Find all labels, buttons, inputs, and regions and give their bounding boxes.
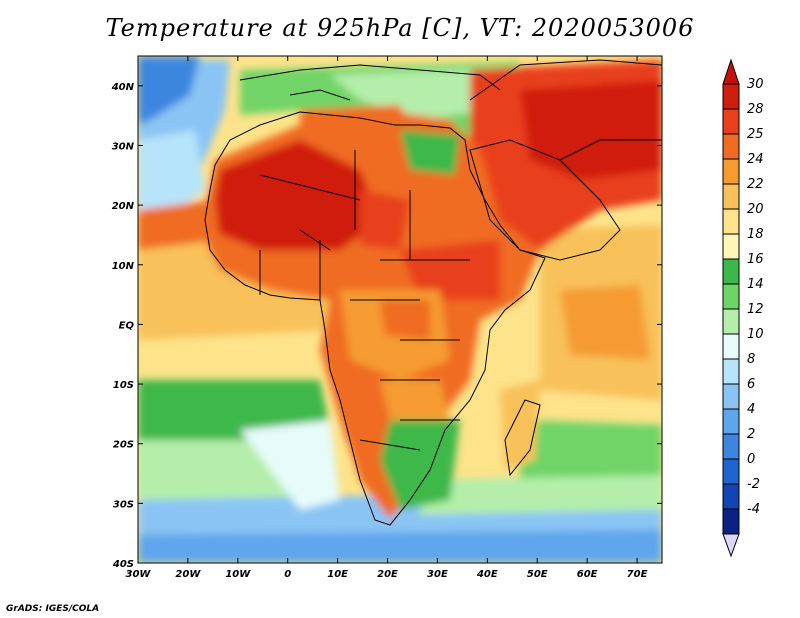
lat-tick-label: 40N xyxy=(111,82,135,93)
lon-tick-label: 10E xyxy=(327,569,348,580)
colorbar-swatch xyxy=(722,483,740,510)
colorbar-label: -4 xyxy=(747,502,760,517)
lat-tick-label: 30S xyxy=(113,499,134,510)
colorbar-swatch xyxy=(722,508,740,535)
colorbar-swatch xyxy=(722,233,740,260)
lat-tick-label: 10N xyxy=(112,261,135,272)
lat-tick-label: 10S xyxy=(113,380,134,391)
axis-ticks: 30W 20W 10W 0 10E 20E 30E 40E 50E 60E 70E 40N 30N 20N… xyxy=(111,56,662,580)
lat-tick-label: 20S xyxy=(113,440,134,451)
colorbar-label: 20 xyxy=(747,202,764,217)
colorbar-swatch xyxy=(722,183,740,210)
colorbar-swatch xyxy=(722,433,740,460)
colorbar-swatch xyxy=(722,108,740,135)
colorbar-swatch xyxy=(722,158,740,185)
colorbar-label: 10 xyxy=(747,327,764,342)
colorbar-swatch xyxy=(722,358,740,385)
colorbar-swatch xyxy=(722,458,740,485)
colorbar-label: 8 xyxy=(747,352,755,367)
colorbar-swatch xyxy=(722,83,740,110)
colorbar-label: -2 xyxy=(747,477,760,492)
colorbar-label: 16 xyxy=(747,252,764,267)
colorbar-label: 30 xyxy=(747,77,764,92)
colorbar-label: 22 xyxy=(747,177,764,192)
colorbar-swatch xyxy=(722,283,740,310)
lat-tick-label: 40S xyxy=(112,559,134,570)
lat-tick-label: EQ xyxy=(119,320,135,331)
colorbar-label: 4 xyxy=(747,402,755,417)
lon-tick-label: 10W xyxy=(225,569,251,580)
colorbar-label: 12 xyxy=(747,302,764,317)
lon-tick-label: 50E xyxy=(527,569,548,580)
lon-tick-label: 60E xyxy=(577,569,598,580)
colorbar-swatch xyxy=(722,133,740,160)
lat-tick-label: 20N xyxy=(112,201,135,212)
colorbar-bottom-arrow xyxy=(722,533,740,558)
colorbar-label: 6 xyxy=(747,377,755,392)
colorbar-label: 25 xyxy=(747,127,764,142)
temperature-field xyxy=(138,56,662,563)
credit-text: GrADS: IGES/COLA xyxy=(6,604,100,614)
colorbar-label: 14 xyxy=(747,277,764,292)
colorbar-swatch xyxy=(722,383,740,410)
lon-tick-label: 30W xyxy=(126,569,152,580)
plot-frame xyxy=(137,55,663,564)
lon-tick-label: 70E xyxy=(627,569,648,580)
colorbar-swatch xyxy=(722,208,740,235)
colorbar-label: 28 xyxy=(747,102,764,117)
map-title: Temperature at 925hPa [C], VT: 202005300… xyxy=(105,14,695,42)
lon-tick-label: 20E xyxy=(377,569,398,580)
colorbar-label: 18 xyxy=(747,227,764,242)
lat-tick-label: 30N xyxy=(112,141,135,152)
colorbar-label: 0 xyxy=(747,452,755,467)
lon-tick-label: 30E xyxy=(427,569,448,580)
colorbar-swatch xyxy=(722,408,740,435)
lon-tick-label: 0 xyxy=(284,569,291,580)
lon-tick-label: 20W xyxy=(175,569,201,580)
coastlines-and-borders xyxy=(204,59,662,526)
colorbar-label: 2 xyxy=(747,427,755,442)
lon-tick-label: 40E xyxy=(476,569,498,580)
colorbar-swatch xyxy=(722,308,740,335)
colorbar-swatch xyxy=(722,258,740,285)
colorbar-top-arrow xyxy=(722,58,740,85)
colorbar-swatch xyxy=(722,333,740,360)
colorbar-label: 24 xyxy=(747,152,764,167)
